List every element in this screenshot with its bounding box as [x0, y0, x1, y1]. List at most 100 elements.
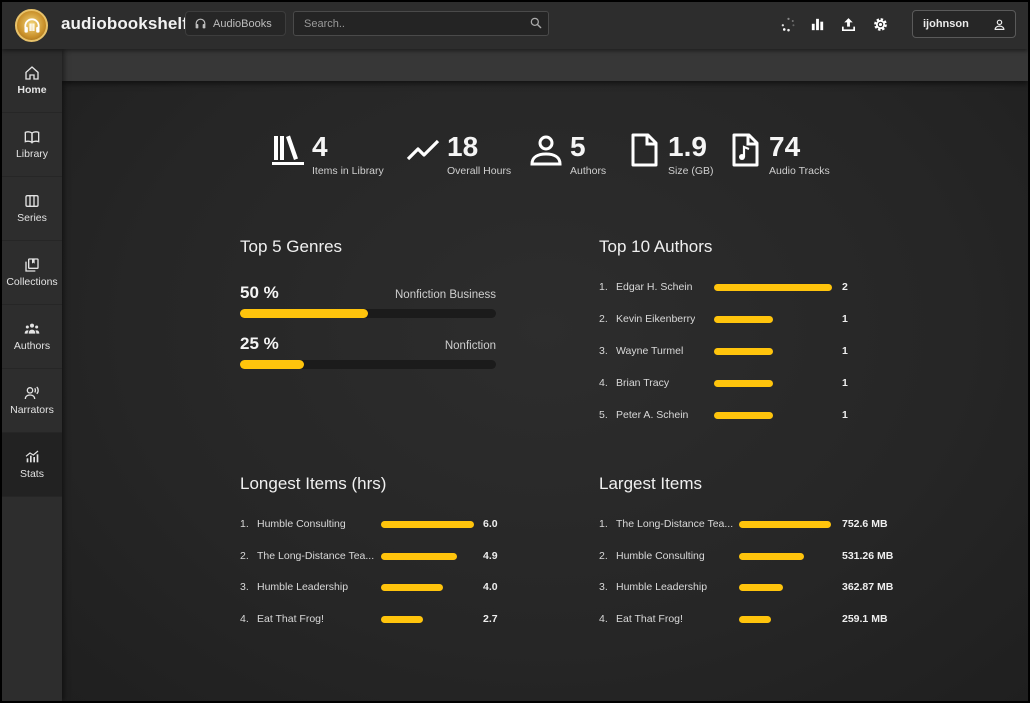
sidebar-item-label: Authors: [13, 340, 51, 352]
largest-item-row[interactable]: 2. Humble Consulting 531.26 MB: [599, 550, 912, 566]
value-bar: [714, 316, 773, 323]
value-label: 2.7: [483, 612, 498, 625]
sidebar-item-collections[interactable]: Collections: [2, 241, 62, 305]
sidebar-item-authors[interactable]: Authors: [2, 305, 62, 369]
toolbar-strip: [62, 49, 1028, 81]
person-icon: [530, 135, 562, 166]
app-logo[interactable]: [15, 9, 48, 42]
value-bar: [739, 615, 771, 623]
value-bar: [739, 521, 831, 528]
largest-item-row[interactable]: 4. Eat That Frog! 259.1 MB: [599, 613, 912, 629]
sidebar: Home Library Series Collections Authors …: [2, 49, 62, 701]
settings-gear-icon[interactable]: [870, 14, 890, 34]
sidebar-item-library[interactable]: Library: [2, 113, 62, 177]
value-bar: [381, 552, 457, 560]
library-selector-label: AudioBooks: [213, 17, 272, 30]
stat-items-in-library: 4 Items in Library: [270, 132, 384, 177]
largest-item-row[interactable]: 1. The Long-Distance Tea... 752.6 MB: [599, 518, 912, 534]
stat-audio-tracks: 74 Audio Tracks: [727, 132, 830, 177]
search-input[interactable]: [294, 12, 524, 35]
library-icon: [272, 135, 304, 165]
stat-value: 1.9: [668, 131, 707, 162]
value-label: 752.6 MB: [842, 518, 888, 530]
author-row[interactable]: 2. Kevin Eikenberry 1: [599, 313, 912, 329]
sidebar-item-home[interactable]: Home: [2, 49, 62, 113]
value-label: 4.0: [483, 581, 498, 593]
rank-number: 1.: [599, 518, 608, 530]
longest-item-row[interactable]: 2. The Long-Distance Tea... 4.9: [240, 550, 553, 566]
value-bar: [714, 348, 773, 355]
value-label: 1: [842, 409, 848, 421]
rank-number: 1.: [240, 518, 249, 530]
genre-progress-track: [240, 360, 496, 369]
author-name: Peter A. Schein: [616, 409, 689, 421]
value-label: 259.1 MB: [842, 612, 888, 625]
author-name: Kevin Eikenberry: [616, 313, 696, 325]
sidebar-item-label: Collections: [6, 276, 58, 288]
home-icon: [25, 66, 39, 80]
trend-icon: [406, 139, 440, 161]
stats-page: 4 Items in Library 18 Overall Hours 5 Autho…: [62, 81, 1028, 701]
headphones-logo-icon: [23, 17, 40, 33]
longest-item-row[interactable]: 1. Humble Consulting 6.0: [240, 518, 553, 534]
longest-item-row[interactable]: 3. Humble Leadership 4.0: [240, 581, 553, 597]
item-title: Humble Leadership: [257, 581, 349, 593]
stat-authors: 5 Authors: [528, 132, 606, 177]
stats-bar-icon[interactable]: [807, 14, 827, 34]
author-row[interactable]: 4. Brian Tracy 1: [599, 377, 912, 393]
rank-number: 2.: [599, 549, 608, 562]
author-row[interactable]: 5. Peter A. Schein 1: [599, 409, 912, 425]
rank-number: 2.: [240, 549, 249, 562]
stat-label: Audio Tracks: [769, 165, 830, 177]
stat-size: 1.9 Size (GB): [626, 132, 714, 177]
rank-number: 3.: [599, 345, 608, 357]
value-bar: [714, 380, 773, 387]
rank-number: 2.: [599, 313, 608, 325]
longest-item-row[interactable]: 4. Eat That Frog! 2.7: [240, 613, 553, 629]
sidebar-item-stats[interactable]: Stats: [2, 433, 62, 497]
sidebar-item-label: Series: [17, 212, 47, 224]
collection-icon: [25, 258, 39, 272]
genre-percent: 50 %: [240, 283, 279, 302]
library-selector[interactable]: AudioBooks: [185, 11, 286, 36]
username: ijohnson: [923, 18, 969, 30]
item-title: The Long-Distance Tea...: [616, 518, 734, 530]
author-row[interactable]: 1. Edgar H. Schein 2: [599, 281, 912, 297]
search-box: [293, 11, 549, 36]
rank-number: 4.: [599, 612, 608, 625]
item-title: Humble Consulting: [616, 549, 705, 562]
author-name: Wayne Turmel: [616, 345, 684, 357]
sidebar-item-series[interactable]: Series: [2, 177, 62, 241]
top-authors-title: Top 10 Authors: [599, 237, 713, 256]
file-icon: [631, 133, 658, 167]
largest-items-title: Largest Items: [599, 474, 702, 493]
stat-label: Authors: [570, 165, 607, 177]
top-genres-title: Top 5 Genres: [240, 237, 343, 256]
narrator-icon: [24, 386, 39, 400]
rank-number: 4.: [599, 377, 608, 389]
rank-number: 1.: [599, 281, 608, 293]
sidebar-item-label: Library: [15, 148, 49, 160]
value-label: 2: [842, 281, 848, 293]
upload-icon[interactable]: [838, 14, 858, 34]
rank-number: 3.: [599, 581, 608, 593]
largest-item-row[interactable]: 3. Humble Leadership 362.87 MB: [599, 581, 912, 597]
value-label: 1: [842, 313, 848, 325]
value-bar: [739, 584, 783, 591]
rank-number: 5.: [599, 409, 608, 421]
search-icon[interactable]: [529, 16, 543, 30]
app-title[interactable]: audiobookshelf: [61, 14, 189, 33]
sidebar-item-narrators[interactable]: Narrators: [2, 369, 62, 433]
stats-icon: [25, 450, 39, 463]
sidebar-item-label: Home: [17, 84, 47, 96]
value-label: 362.87 MB: [842, 581, 894, 593]
stat-value: 74: [769, 131, 801, 162]
item-title: Eat That Frog!: [257, 612, 324, 625]
stat-value: 5: [570, 131, 586, 162]
author-row[interactable]: 3. Wayne Turmel 1: [599, 345, 912, 361]
user-account-button[interactable]: ijohnson: [912, 10, 1016, 38]
longest-items-title: Longest Items (hrs): [240, 474, 387, 493]
genre-progress-fill: [240, 360, 304, 369]
stat-label: Size (GB): [668, 165, 714, 177]
